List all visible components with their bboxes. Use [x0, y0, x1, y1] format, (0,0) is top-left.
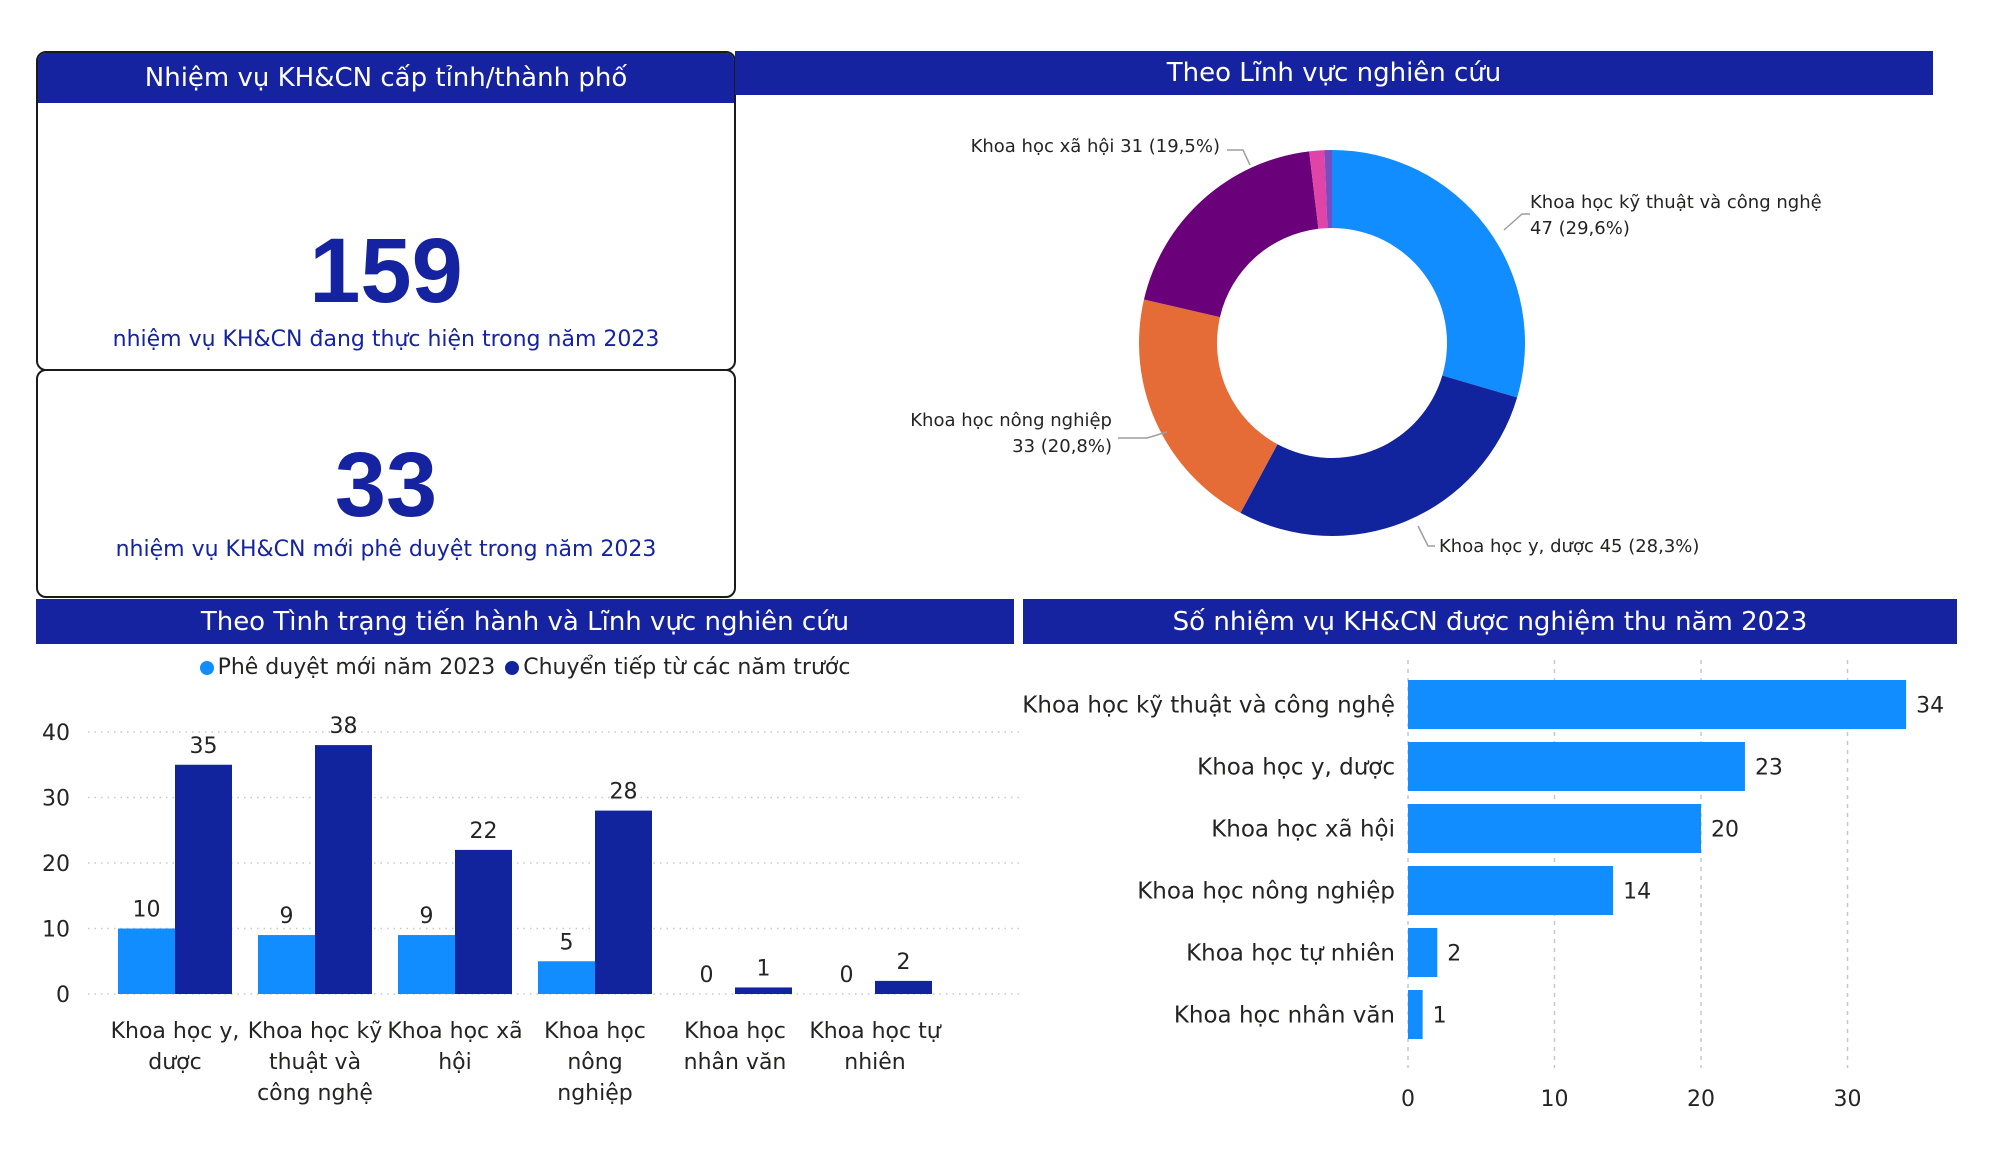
bar-data-label: 10: [133, 898, 161, 923]
donut-data-label: Khoa học nông nghiệp 33 (20,8%): [910, 410, 1112, 457]
donut-leader-line: [1118, 431, 1168, 439]
hbar[interactable]: [1408, 928, 1438, 977]
bar-data-label: 22: [470, 819, 498, 844]
horizontal-bar-chart: 0 10 20 30 Khoa học kỹ thuật và công nghệ 34 K…: [1023, 660, 1944, 1110]
bar-data-label: 9: [280, 904, 294, 929]
donut-slice[interactable]: [1240, 375, 1518, 536]
hbar[interactable]: [1408, 680, 1907, 729]
bar-new[interactable]: [118, 928, 175, 995]
hbar-data-label: 20: [1711, 818, 1739, 843]
hbar[interactable]: [1408, 742, 1745, 791]
y-category-label: Khoa học kỹ thuật và công nghệ: [1023, 693, 1395, 719]
x-category-label: Khoa học tự nhiên: [809, 1019, 941, 1075]
hbar-data-label: 1: [1433, 1004, 1447, 1029]
hbar-data-label: 2: [1447, 942, 1461, 967]
hbar-chart-title: Số nhiệm vụ KH&CN được nghiệm thu năm 20…: [1023, 599, 1957, 644]
bar-carryover[interactable]: [455, 849, 512, 994]
bar-data-label: 28: [610, 780, 638, 805]
legend-dot-icon: [505, 660, 520, 675]
x-category-label: Khoa học kỹ thuật và công nghệ: [248, 1019, 383, 1106]
bar-carryover[interactable]: [315, 745, 372, 994]
donut-leader-line: [1503, 213, 1530, 231]
kpi-caption-in-progress: nhiệm vụ KH&CN đang thực hiện trong năm …: [112, 327, 660, 352]
donut-data-label: Khoa học y, dược 45 (28,3%): [1439, 536, 1699, 557]
bar-data-label: 35: [190, 734, 218, 759]
kpi-value-in-progress: 159: [309, 220, 463, 322]
bar-carryover[interactable]: [595, 810, 652, 994]
legend-item-carryover[interactable]: Chuyển tiếp từ các năm trước: [505, 655, 850, 680]
y-tick-label: 0: [56, 983, 70, 1008]
bar-data-label: 5: [560, 930, 574, 955]
donut-chart: Khoa học kỹ thuật và công nghệ 47 (29,6%)…: [910, 136, 1822, 557]
kpi-value-new-approved: 33: [334, 434, 438, 536]
legend-dot-icon: [199, 660, 214, 675]
y-tick-label: 20: [42, 852, 70, 877]
x-tick-label: 0: [1401, 1087, 1415, 1110]
bar-new[interactable]: [258, 935, 315, 994]
legend-item-new[interactable]: Phê duyệt mới năm 2023: [199, 655, 496, 680]
donut-leader-line: [1227, 149, 1251, 166]
x-category-label: Khoa học nông nghiệp: [544, 1019, 646, 1106]
bar-data-label: 1: [757, 956, 771, 981]
hbar[interactable]: [1408, 866, 1614, 915]
bar-data-label: 2: [897, 950, 911, 975]
bar-carryover[interactable]: [735, 987, 792, 994]
x-tick-label: 10: [1541, 1087, 1569, 1110]
x-tick-label: 20: [1687, 1087, 1715, 1110]
y-category-label: Khoa học xã hội: [1211, 817, 1395, 843]
donut-slice[interactable]: [1143, 151, 1319, 318]
y-tick-label: 30: [42, 787, 70, 812]
hbar[interactable]: [1408, 990, 1423, 1039]
hbar-data-label: 34: [1916, 694, 1944, 719]
donut-chart-title: Theo Lĩnh vực nghiên cứu: [735, 51, 1933, 95]
y-category-label: Khoa học tự nhiên: [1186, 941, 1395, 967]
donut-slice[interactable]: [1139, 299, 1278, 513]
bar-new[interactable]: [538, 961, 595, 994]
x-tick-label: 30: [1834, 1087, 1862, 1110]
grouped-bar-chart-title: Theo Tình trạng tiến hành và Lĩnh vực ng…: [36, 599, 1014, 644]
bar-new[interactable]: [398, 935, 455, 994]
kpi-card-new-approved: 33 nhiệm vụ KH&CN mới phê duyệt trong nă…: [36, 369, 736, 598]
bar-carryover[interactable]: [875, 980, 932, 994]
grouped-bar-legend: Phê duyệt mới năm 2023 Chuyển tiếp từ cá…: [36, 655, 1014, 680]
y-tick-label: 40: [42, 721, 70, 746]
y-category-label: Khoa học y, dược: [1197, 755, 1395, 781]
bar-carryover[interactable]: [175, 764, 232, 994]
kpi-caption-new-approved: nhiệm vụ KH&CN mới phê duyệt trong năm 2…: [115, 537, 657, 562]
hbar-data-label: 14: [1623, 880, 1651, 905]
bar-data-label: 0: [840, 963, 854, 988]
kpi-panel-title: Nhiệm vụ KH&CN cấp tỉnh/thành phố: [38, 53, 734, 103]
donut-slice[interactable]: [1324, 150, 1332, 229]
donut-data-label: Khoa học xã hội 31 (19,5%): [971, 136, 1220, 157]
hbar-data-label: 23: [1755, 756, 1783, 781]
bar-data-label: 9: [420, 904, 434, 929]
legend-label-carryover: Chuyển tiếp từ các năm trước: [523, 655, 851, 680]
y-tick-label: 10: [42, 918, 70, 943]
bar-data-label: 38: [330, 714, 358, 739]
kpi-card-in-progress: Nhiệm vụ KH&CN cấp tỉnh/thành phố 159 nh…: [36, 51, 736, 371]
bar-data-label: 0: [700, 963, 714, 988]
x-category-label: Khoa học xã hội: [387, 1019, 522, 1075]
y-category-label: Khoa học nhân văn: [1174, 1003, 1395, 1029]
donut-leader-line: [1417, 525, 1435, 547]
hbar[interactable]: [1408, 804, 1701, 853]
legend-label-new: Phê duyệt mới năm 2023: [217, 655, 496, 680]
donut-slice[interactable]: [1332, 150, 1525, 398]
y-category-label: Khoa học nông nghiệp: [1137, 879, 1395, 905]
x-category-label: Khoa học nhân văn: [684, 1019, 787, 1075]
donut-slice[interactable]: [1309, 150, 1328, 229]
x-category-label: Khoa học y, dược: [111, 1019, 240, 1075]
donut-data-label: Khoa học kỹ thuật và công nghệ 47 (29,6%): [1530, 192, 1822, 239]
